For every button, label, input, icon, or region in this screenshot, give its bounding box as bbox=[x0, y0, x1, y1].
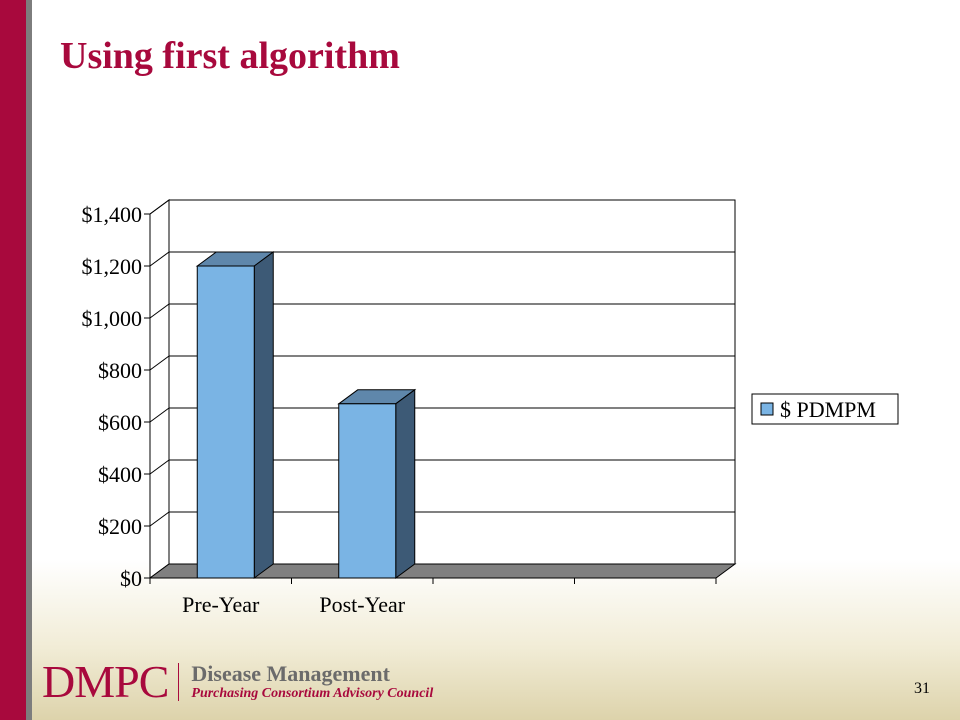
legend-swatch bbox=[760, 402, 774, 416]
gridline-side bbox=[149, 303, 170, 319]
y-tick-label: $400 bbox=[98, 462, 142, 487]
slide-title: Using first algorithm bbox=[60, 35, 400, 77]
x-category-label: Pre-Year bbox=[182, 592, 260, 617]
x-category-label: Post-Year bbox=[319, 592, 405, 617]
footer-background bbox=[32, 560, 960, 720]
gridline-side bbox=[149, 251, 170, 267]
left-accent-band bbox=[0, 0, 26, 720]
left-gray-stripe bbox=[26, 0, 32, 720]
bar-side bbox=[395, 388, 416, 579]
legend-box bbox=[751, 393, 899, 425]
dmpc-logo: DMPC Disease Management Purchasing Conso… bbox=[42, 656, 433, 707]
gridline-side bbox=[149, 459, 170, 475]
y-tick-label: $0 bbox=[120, 566, 142, 591]
gridline-side bbox=[149, 511, 170, 527]
logo-divider bbox=[178, 663, 180, 701]
gridline-side bbox=[149, 355, 170, 371]
gridline-side bbox=[149, 199, 170, 215]
y-tick-label: $1,200 bbox=[82, 254, 143, 279]
chart-side-wall bbox=[149, 199, 170, 579]
bar bbox=[338, 403, 397, 579]
bar bbox=[196, 265, 255, 579]
legend-label: $ PDMPM bbox=[780, 397, 876, 422]
logo-abbrev: DMPC bbox=[42, 656, 169, 707]
y-tick-label: $200 bbox=[98, 514, 142, 539]
y-tick-label: $1,400 bbox=[82, 202, 143, 227]
y-tick-label: $600 bbox=[98, 410, 142, 435]
logo-line1: Disease Management bbox=[191, 661, 390, 686]
y-tick-label: $800 bbox=[98, 358, 142, 383]
logo-text: Disease Management Purchasing Consortium… bbox=[191, 662, 433, 702]
logo-line2: Purchasing Consortium Advisory Council bbox=[191, 686, 434, 701]
page-number: 31 bbox=[914, 680, 930, 697]
y-tick-label: $1,000 bbox=[82, 306, 143, 331]
gridline-side bbox=[149, 407, 170, 423]
bar-side bbox=[253, 251, 274, 579]
